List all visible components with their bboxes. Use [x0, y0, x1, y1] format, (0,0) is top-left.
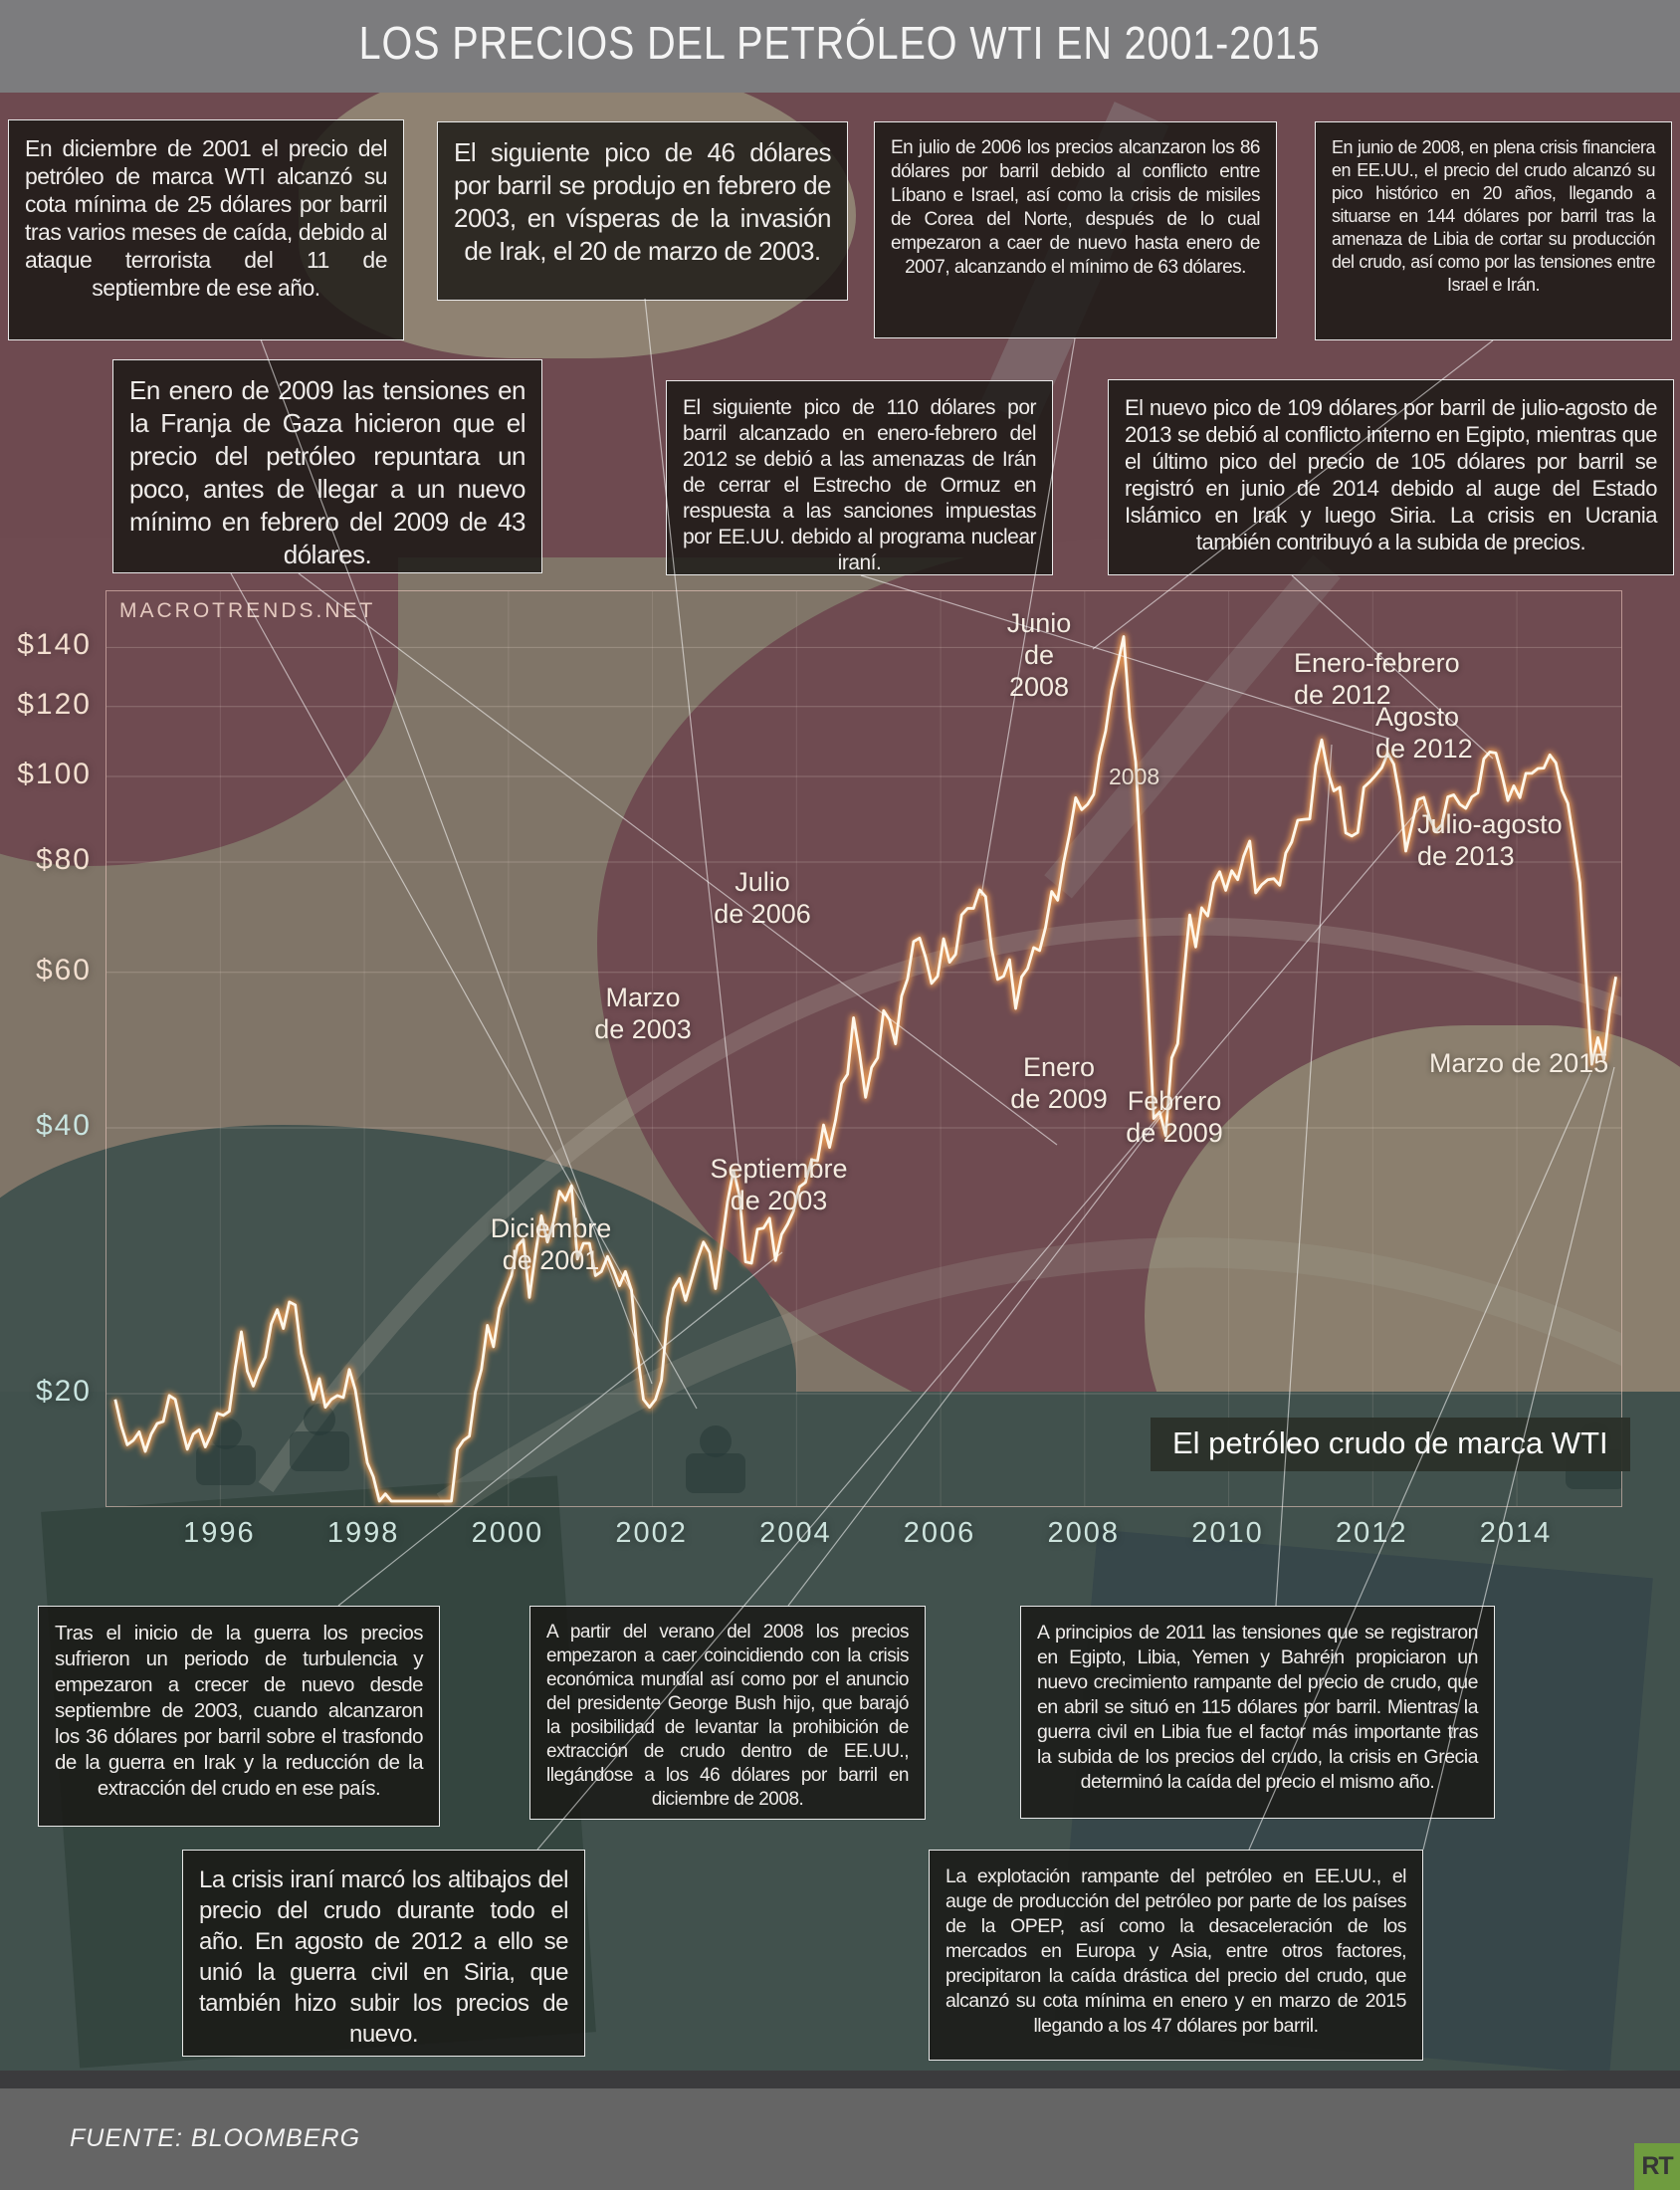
chart-annotation: Septiembre de 2003 [710, 1154, 848, 1215]
chart-annotation: Diciembre de 2001 [490, 1213, 612, 1275]
chart-annotation: Marzo de 2003 [594, 983, 692, 1044]
callout-2015: La explotación rampante del petróleo en … [929, 1850, 1423, 2061]
page-title: LOS PRECIOS DEL PETRÓLEO WTI EN 2001-201… [359, 17, 1321, 69]
chart-annotation: Enero de 2009 [1010, 1052, 1108, 1114]
y-tick-label: $80 [35, 842, 92, 876]
callout-ene-feb-2012: El siguiente pico de 110 dólares por bar… [666, 380, 1053, 575]
callout-jul-ago-2013: El nuevo pico de 109 dólares por barril … [1108, 379, 1674, 575]
x-tick-label: 2006 [903, 1517, 976, 1549]
y-tick-label: $140 [17, 628, 92, 662]
callout-feb-2003: El siguiente pico de 46 dólares por barr… [437, 121, 848, 301]
y-tick-label: $40 [35, 1108, 92, 1142]
y-tick-label: $120 [17, 687, 92, 721]
watermark: MACROTRENDS.NET [119, 599, 376, 622]
chart-annotation: Febrero de 2009 [1126, 1086, 1223, 1148]
series-legend-badge: El petróleo crudo de marca WTI [1151, 1418, 1630, 1471]
chart-annotation: Agosto de 2012 [1375, 702, 1473, 764]
x-tick-label: 2008 [1047, 1517, 1121, 1549]
chart-annotation: Junio de 2008 [1006, 608, 1072, 702]
x-tick-label: 2002 [615, 1517, 688, 1549]
x-tick-label: 2000 [471, 1517, 544, 1549]
chart-annotation: Julio de 2006 [714, 867, 811, 929]
callout-ene-2009: En enero de 2009 las tensiones en la Fra… [112, 359, 542, 573]
chart-annotation: Marzo de 2015 [1429, 1048, 1609, 1078]
x-tick-label: 2012 [1336, 1517, 1408, 1549]
chart-annotation: Julio-agosto de 2013 [1417, 809, 1563, 871]
x-tick-label: 1996 [183, 1517, 256, 1549]
callout-dic-2008: A partir del verano del 2008 los precios… [529, 1606, 926, 1820]
callout-jun-2008: En junio de 2008, en plena crisis financ… [1315, 121, 1672, 340]
callout-sep-2003: Tras el inicio de la guerra los precios … [38, 1606, 440, 1827]
y-tick-label: $100 [17, 758, 92, 790]
x-tick-label: 2014 [1479, 1517, 1553, 1549]
callout-jul-2006: En julio de 2006 los precios alcanzaron … [874, 121, 1277, 338]
callout-2011: A principios de 2011 las tensiones que s… [1020, 1606, 1495, 1819]
rt-logo: RT [1634, 2143, 1680, 2190]
callout-dec-2001: En diciembre de 2001 el precio del petró… [8, 119, 404, 340]
y-tick-label: $60 [35, 953, 92, 986]
footer-divider [0, 2071, 1680, 2088]
x-tick-label: 2004 [759, 1517, 832, 1549]
x-tick-label: 1998 [326, 1517, 400, 1549]
y-tick-label: $20 [35, 1374, 92, 1408]
source-credit: FUENTE: BLOOMBERG [70, 2124, 361, 2152]
chart-annotation: 2008 [1109, 764, 1160, 789]
x-tick-label: 2010 [1191, 1517, 1264, 1549]
callout-crisis-irani: La crisis iraní marcó los altibajos del … [182, 1850, 585, 2057]
